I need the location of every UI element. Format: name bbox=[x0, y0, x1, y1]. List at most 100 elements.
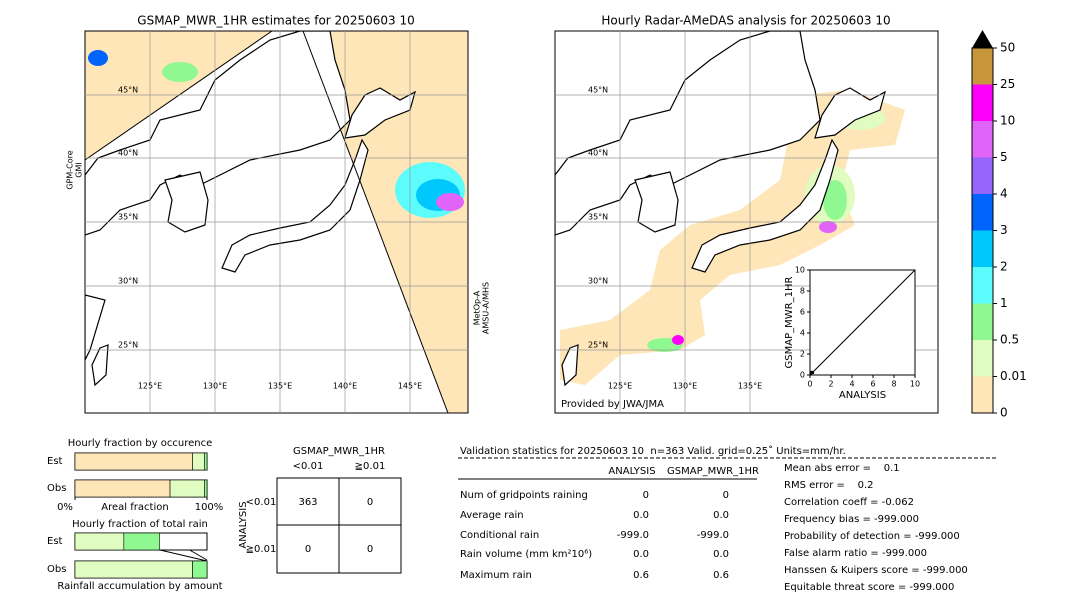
lon-label: 135°E bbox=[268, 382, 292, 391]
score: Probability of detection = -999.000 bbox=[784, 531, 960, 542]
stat-label: Average rain bbox=[460, 510, 524, 521]
lat-label: 45°N bbox=[588, 86, 608, 95]
lon-label: 145°E bbox=[398, 382, 422, 391]
continent bbox=[85, 31, 351, 236]
x-tick-label: 6 bbox=[870, 380, 875, 389]
stat-value: -999.0 bbox=[697, 530, 729, 541]
y-tick-label: 8 bbox=[800, 287, 805, 296]
bar-segment bbox=[74, 560, 193, 579]
colorbar-label: 0.01 bbox=[1000, 369, 1027, 383]
lon-label: 140°E bbox=[333, 382, 357, 391]
colorbar-segment bbox=[972, 157, 993, 194]
rain-patch bbox=[88, 50, 108, 66]
colorbar-segment bbox=[972, 230, 993, 267]
stat-label: Num of gridpoints raining bbox=[460, 490, 588, 501]
colorbar-label: 4 bbox=[1000, 187, 1008, 201]
bar-segment bbox=[204, 479, 208, 498]
score: Hanssen & Kuipers score = -999.000 bbox=[784, 565, 968, 576]
x-axis-label: Areal fraction bbox=[101, 502, 168, 513]
rain-patch bbox=[162, 62, 198, 82]
lon-label: 130°E bbox=[673, 382, 697, 391]
colorbar-label: 50 bbox=[1000, 41, 1015, 55]
stat-value: 0 bbox=[643, 490, 649, 501]
scatter-point bbox=[811, 371, 815, 375]
stat-label: Conditional rain bbox=[460, 530, 539, 541]
score: RMS error = 0.2 bbox=[784, 480, 874, 491]
score: Frequency bias = -999.000 bbox=[784, 514, 919, 525]
stat-label: Rain volume (mm km²10⁶) bbox=[460, 549, 592, 560]
score: Equitable threat score = -999.000 bbox=[784, 582, 954, 593]
row-label: Est bbox=[47, 456, 63, 467]
stat-value: 0.0 bbox=[713, 510, 729, 521]
rain-patch bbox=[819, 221, 837, 233]
colorbar-segment bbox=[972, 84, 993, 121]
panel-footer: Rainfall accumulation by amount bbox=[57, 581, 222, 592]
x-tick-label: 2 bbox=[828, 380, 833, 389]
stat-value: 0.0 bbox=[713, 549, 729, 560]
colorbar-segment bbox=[972, 376, 993, 413]
table-title: GSMAP_MWR_1HR bbox=[293, 446, 385, 457]
colorbar-segment bbox=[972, 48, 993, 85]
lat-label: 35°N bbox=[118, 213, 138, 222]
bar-segment bbox=[192, 452, 205, 471]
score: Mean abs error = 0.1 bbox=[784, 463, 900, 474]
colorbar-label: 0 bbox=[1000, 406, 1008, 420]
table-cell: 0 bbox=[367, 544, 373, 555]
rain-patch bbox=[436, 193, 464, 211]
column-header: ANALYSIS bbox=[608, 466, 655, 477]
row-label: <0.01 bbox=[246, 497, 277, 508]
panel-title: Hourly fraction of total rain bbox=[72, 519, 208, 530]
swath-edge bbox=[85, 31, 273, 161]
bar-segment bbox=[169, 479, 205, 498]
x-tick-label: 8 bbox=[891, 380, 896, 389]
lat-label: 30°N bbox=[118, 277, 138, 286]
lat-label: 40°N bbox=[588, 149, 608, 158]
row-axis-label: ANALYSIS bbox=[238, 501, 249, 548]
colorbar-label: 0.5 bbox=[1000, 333, 1019, 347]
colorbar-extend bbox=[972, 30, 993, 48]
taiwan bbox=[91, 344, 109, 387]
table-cell: 0 bbox=[305, 544, 311, 555]
colorbar-segment bbox=[972, 267, 993, 304]
stat-value: 0.6 bbox=[633, 570, 649, 581]
bar-segment bbox=[74, 479, 171, 498]
sensor-label: GPM-Core bbox=[66, 150, 75, 189]
scatter-point bbox=[809, 372, 813, 376]
lon-label: 125°E bbox=[608, 382, 632, 391]
x-tick-label: 0% bbox=[57, 502, 73, 513]
colorbar-label: 1 bbox=[1000, 296, 1008, 310]
lat-label: 25°N bbox=[118, 341, 138, 350]
lon-label: 130°E bbox=[203, 382, 227, 391]
y-axis-label: GSMAP_MWR_1HR bbox=[784, 277, 795, 369]
colorbar-label: 2 bbox=[1000, 260, 1008, 274]
lat-label: 30°N bbox=[588, 277, 608, 286]
rain-patch bbox=[672, 335, 684, 345]
lat-label: 45°N bbox=[118, 86, 138, 95]
continent bbox=[555, 31, 821, 236]
x-tick-label: 100% bbox=[195, 502, 224, 513]
table-cell: 363 bbox=[298, 497, 317, 508]
x-tick-label: 10 bbox=[910, 380, 920, 389]
lat-label: 40°N bbox=[118, 149, 138, 158]
col-label: <0.01 bbox=[293, 461, 324, 472]
stat-value: 0.0 bbox=[633, 549, 649, 560]
stat-value: -999.0 bbox=[617, 530, 649, 541]
sensor-label: MetOp-A bbox=[473, 290, 482, 325]
y-tick-label: 10 bbox=[795, 266, 805, 275]
credit: Provided by JWA/JMA bbox=[561, 399, 664, 410]
column-header: GSMAP_MWR_1HR bbox=[667, 466, 759, 477]
colorbar-label: 25 bbox=[1000, 77, 1015, 91]
korea bbox=[634, 171, 679, 233]
diagonal bbox=[809, 269, 916, 376]
scatter-point bbox=[809, 370, 813, 374]
bar-segment bbox=[123, 532, 160, 551]
x-tick-label: 0 bbox=[807, 380, 812, 389]
x-axis-label: ANALYSIS bbox=[839, 390, 886, 401]
colorbar-segment bbox=[972, 340, 993, 377]
panel-title: Hourly fraction by occurence bbox=[68, 438, 212, 449]
colorbar-label: 5 bbox=[1000, 150, 1008, 164]
sensor-label: GMI bbox=[75, 162, 84, 177]
row-label: Obs bbox=[47, 564, 66, 575]
colorbar-segment bbox=[972, 194, 993, 231]
